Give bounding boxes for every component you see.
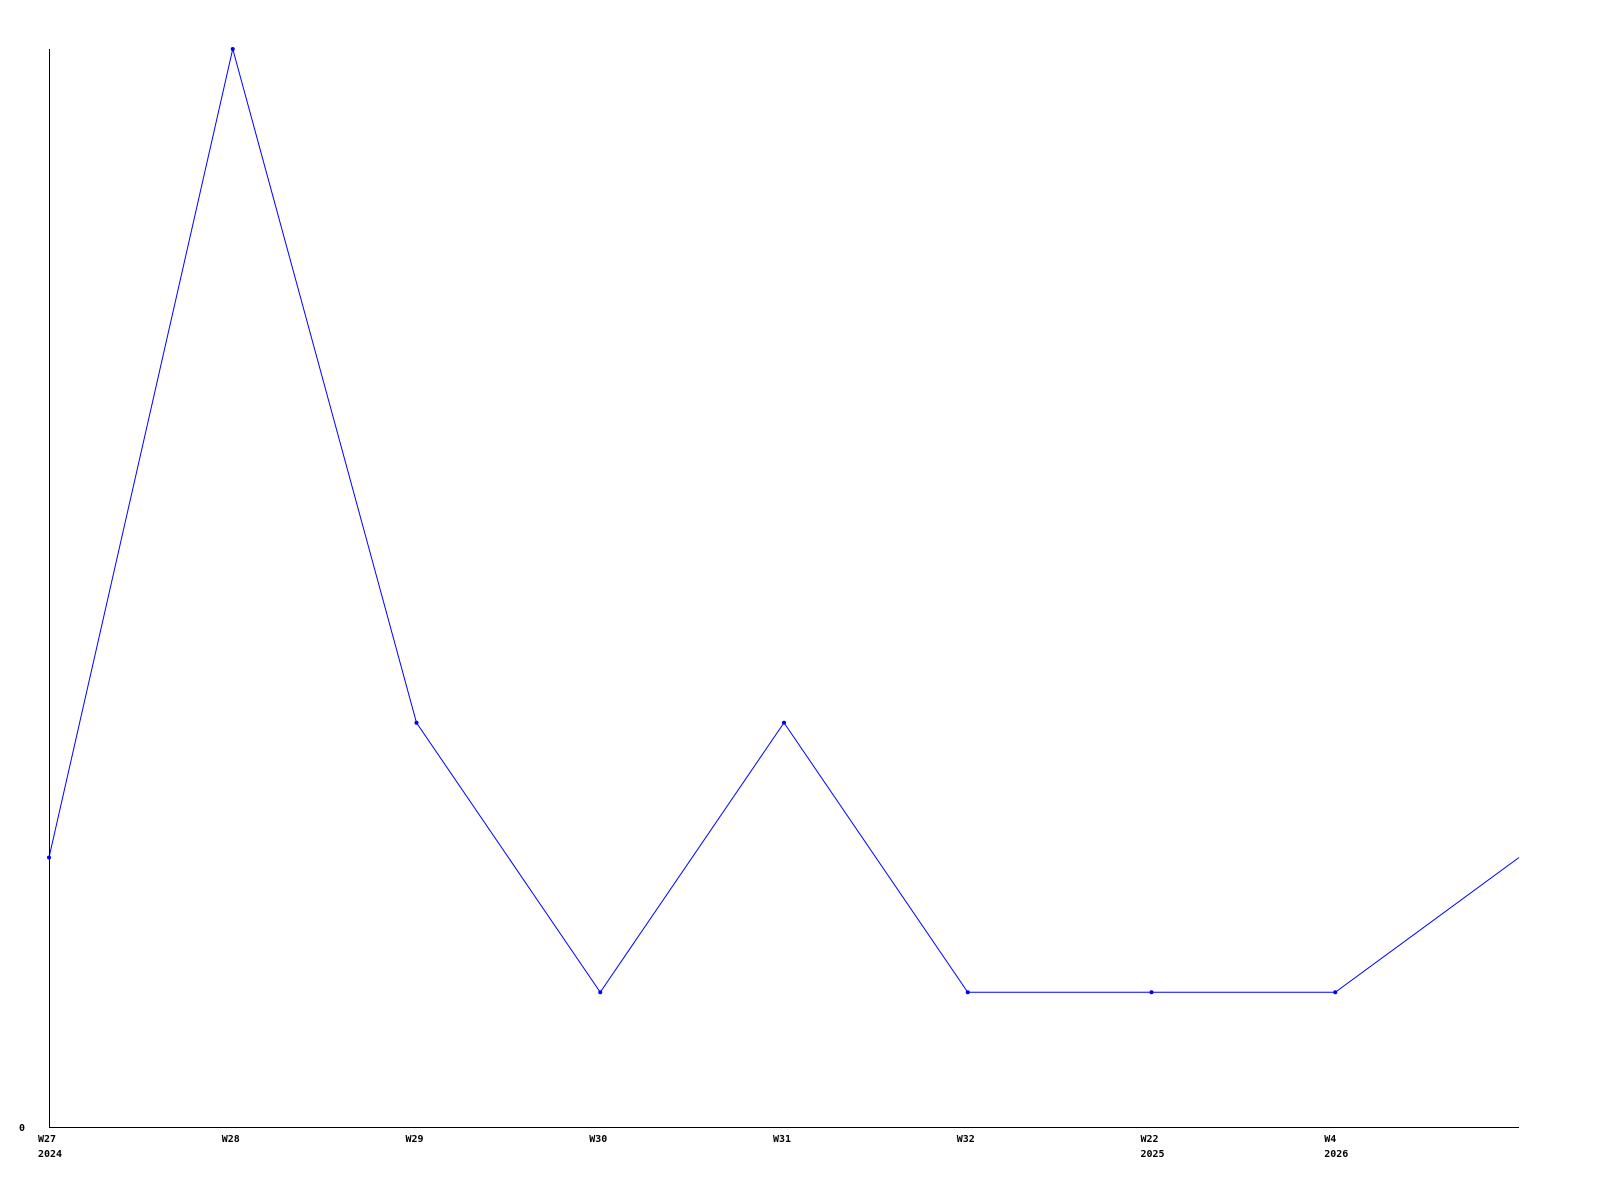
x-tick-label: W32 (957, 1134, 975, 1145)
x-tick-label: W30 (589, 1134, 607, 1145)
x-tick-label: W22 (1141, 1134, 1159, 1145)
x-tick-label: W4 (1324, 1134, 1336, 1145)
data-point (414, 720, 419, 725)
x-tick-label: W27 (38, 1134, 56, 1145)
x-tick-year-label: 2025 (1141, 1149, 1165, 1160)
x-tick-label: W29 (406, 1134, 424, 1145)
x-tick-year-label: 2026 (1324, 1149, 1348, 1160)
plot-area (47, 47, 1520, 995)
series-line (48, 48, 1520, 994)
x-tick-year-label: 2024 (38, 1149, 62, 1160)
data-point (1333, 990, 1338, 995)
data-point (1149, 990, 1154, 995)
x-tick-label: W31 (773, 1134, 791, 1145)
data-point (965, 990, 970, 995)
x-tick-label: W28 (222, 1134, 240, 1145)
data-point (230, 47, 235, 51)
data-point (782, 720, 786, 725)
y-tick-label: 0 (19, 1123, 25, 1134)
x-tick-labels: W27 2024 W28 W29 W30 W31 W32 W22 2025 W4 2026 (38, 1134, 1348, 1160)
data-point (598, 990, 603, 995)
